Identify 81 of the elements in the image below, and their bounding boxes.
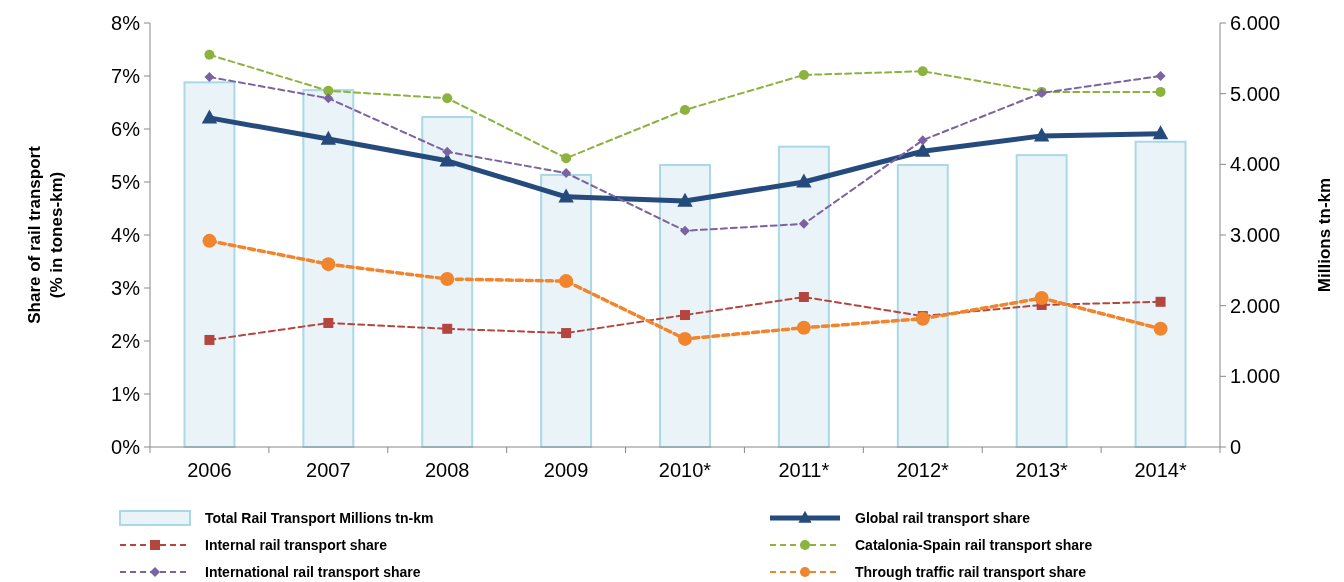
x-tick-label: 2012* — [896, 459, 950, 481]
x-tick-label: 2011* — [778, 459, 830, 481]
x-tick-label: 2013* — [1015, 459, 1069, 481]
point — [798, 69, 809, 80]
y2-tick-label: 1.000 — [1230, 365, 1281, 388]
point — [1033, 127, 1050, 142]
legend-label: Catalonia-Spain rail transport share — [855, 537, 1093, 553]
point — [440, 271, 455, 286]
x-tick-label: 2007 — [306, 459, 351, 481]
bar — [183, 81, 236, 448]
bar — [302, 89, 355, 448]
point — [320, 130, 337, 145]
point — [678, 331, 692, 346]
y2-axis-title: Millions tn-km — [1315, 177, 1334, 293]
x-tick-label: 2014* — [1134, 459, 1187, 481]
point — [1155, 296, 1166, 307]
point — [798, 218, 809, 229]
point — [796, 320, 811, 335]
y2-tick-label: 6.000 — [1230, 12, 1281, 34]
point — [558, 188, 574, 203]
point — [677, 192, 693, 207]
point — [323, 317, 334, 328]
point — [323, 93, 334, 104]
point — [559, 274, 574, 289]
point — [1152, 125, 1169, 140]
point — [561, 153, 572, 164]
y-tick-label: 6% — [111, 118, 141, 140]
point — [915, 142, 931, 157]
y2-tick-label: 4.000 — [1230, 153, 1281, 176]
point — [204, 49, 215, 60]
point — [680, 225, 690, 236]
point — [442, 323, 453, 334]
y-tick-label: 5% — [111, 171, 141, 193]
point — [442, 93, 453, 104]
x-tick-label: 2010* — [658, 459, 712, 481]
point — [1153, 321, 1168, 336]
point — [202, 233, 217, 248]
point — [442, 146, 453, 157]
y2-tick-label: 0 — [1230, 436, 1242, 458]
y-tick-label: 0% — [111, 436, 141, 458]
point — [321, 257, 336, 272]
y-tick-label: 8% — [111, 12, 141, 34]
y2-tick-label: 3.000 — [1230, 224, 1281, 246]
point — [917, 66, 928, 77]
point — [680, 104, 690, 115]
point — [1155, 86, 1166, 97]
bar — [1015, 154, 1068, 448]
y-tick-label: 2% — [111, 330, 141, 352]
point — [204, 334, 215, 345]
point — [204, 72, 215, 83]
y2-tick-label: 5.000 — [1230, 82, 1281, 105]
x-tick-label: 2006 — [187, 459, 232, 481]
point — [561, 167, 572, 178]
legend-label: Through traffic rail transport share — [855, 564, 1087, 580]
bar — [1134, 140, 1187, 448]
point — [1034, 291, 1049, 306]
y-tick-label: 1% — [111, 383, 141, 405]
bar — [777, 145, 830, 448]
point — [1155, 71, 1166, 81]
legend-label: Total Rail Transport Millions tn-km — [205, 510, 434, 526]
y-axis-title: Share of rail transport (% in tones-km) — [25, 145, 66, 324]
bar — [421, 115, 474, 448]
legend-label: Internal rail transport share — [205, 537, 388, 553]
y-tick-label: 7% — [111, 65, 141, 87]
legend-label: Global rail transport share — [855, 510, 1031, 526]
point — [680, 310, 690, 321]
y-tick-label: 4% — [111, 224, 141, 246]
x-tick-label: 2009 — [543, 459, 589, 481]
bar — [896, 164, 949, 448]
bar — [540, 173, 593, 448]
point — [796, 173, 812, 188]
point — [561, 328, 572, 339]
point — [201, 109, 218, 124]
point — [915, 311, 930, 326]
point — [798, 292, 809, 303]
x-tick-label: 2008 — [424, 459, 470, 481]
y2-tick-label: 2.000 — [1230, 294, 1281, 317]
y-tick-label: 3% — [111, 277, 141, 299]
bar — [659, 164, 711, 448]
legend-label: International rail transport share — [205, 564, 421, 580]
point — [917, 135, 928, 146]
